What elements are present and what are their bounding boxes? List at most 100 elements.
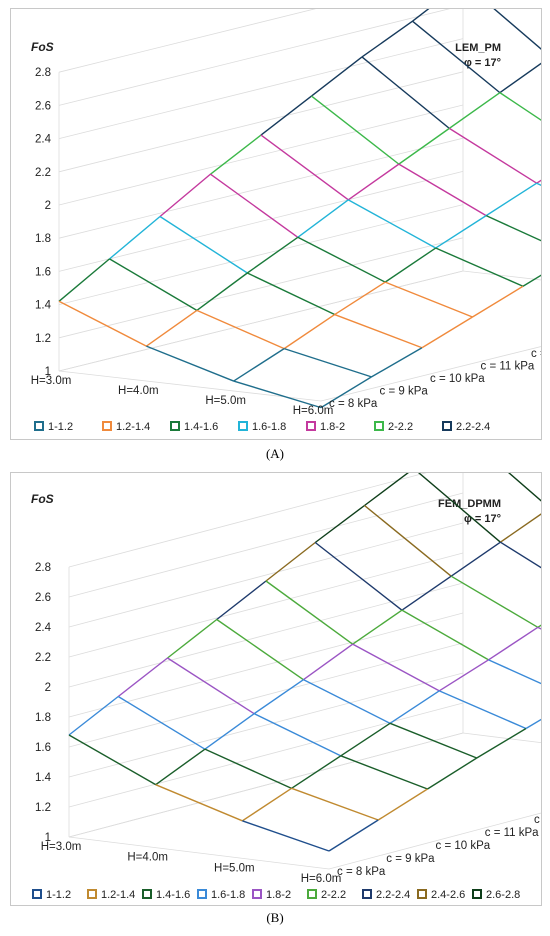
surface-edge xyxy=(384,247,437,283)
surface-edge xyxy=(247,272,335,316)
x-tick-label: H=5.0m xyxy=(214,862,255,874)
surface-edge xyxy=(265,541,316,582)
surface-edge xyxy=(421,316,473,349)
surface-edge xyxy=(361,20,413,58)
gridline xyxy=(68,522,464,628)
surface-edge xyxy=(328,819,379,852)
legend-label: 1-1.2 xyxy=(48,421,73,433)
surface-chart-fem: 1 1.2 1.4 1.6 1.8 2 2.2 2.4 2.6 2.8 FoS FEM_DPMM φ =… xyxy=(31,473,541,901)
y-tick-label: c = 11 kPa xyxy=(481,361,535,373)
legend-swatch xyxy=(170,421,180,431)
z-tick-label: 1.4 xyxy=(35,300,52,312)
surface-edge xyxy=(500,513,541,543)
gridline xyxy=(68,612,464,718)
x-tick-label: H=3.0m xyxy=(41,841,82,853)
surface-edge xyxy=(364,504,452,577)
surface-edge xyxy=(476,727,527,759)
legend-swatch xyxy=(87,889,97,899)
surface-edge xyxy=(450,541,501,577)
surface-edge xyxy=(283,313,336,350)
z-tick-label: 2.8 xyxy=(35,562,51,574)
surface-edge xyxy=(320,376,372,409)
legend: 1-1.2 1.2-1.4 1.4-1.6 1.6-1.8 1.8-2 2-2.2 2.2-… xyxy=(32,889,520,901)
surface-edge xyxy=(210,173,299,238)
surface-edge xyxy=(196,309,285,350)
gridline xyxy=(58,171,464,272)
legend-swatch xyxy=(417,889,427,899)
legend-swatch xyxy=(442,421,452,431)
surface-edge xyxy=(297,199,349,238)
surface-edge xyxy=(314,504,365,544)
surface-edge xyxy=(398,127,450,165)
surface-edge xyxy=(291,787,379,821)
gridline xyxy=(68,702,464,808)
legend-swatch xyxy=(374,421,384,431)
gridline xyxy=(58,137,464,239)
y-tick-label: c = 12 kPa xyxy=(531,348,541,360)
y-tick-label: c = 10 kPa xyxy=(430,373,485,385)
surface-edge xyxy=(311,56,363,97)
surface-edge xyxy=(401,575,452,611)
surface-edge xyxy=(291,755,342,789)
x-tick-label: H=4.0m xyxy=(118,385,159,397)
surface-edge xyxy=(303,643,354,681)
surface-edge xyxy=(155,784,243,822)
surface-edge xyxy=(314,541,403,611)
surface-edge xyxy=(435,247,524,287)
surface-edge xyxy=(253,713,342,757)
surface-edge xyxy=(488,659,541,685)
surface-edge xyxy=(58,300,147,347)
surface-edge xyxy=(499,62,541,94)
surface-edge xyxy=(303,679,391,724)
y-tick-label: c = 12 kPa xyxy=(534,814,541,826)
surface-edge xyxy=(340,722,391,757)
gridline xyxy=(68,552,464,658)
surface-edge xyxy=(159,215,248,274)
z-tick-label: 1 xyxy=(45,832,51,844)
z-tick-label: 2.4 xyxy=(35,134,52,146)
chart-title: LEM_PM xyxy=(455,42,501,54)
surface-edge xyxy=(311,95,400,165)
surface-edge xyxy=(352,643,440,692)
gridline xyxy=(58,104,464,206)
chart-subtitle: φ = 17° xyxy=(464,513,501,525)
surface-edge xyxy=(493,9,541,50)
surface-edge xyxy=(204,713,255,750)
z-tick-label: 2.2 xyxy=(35,652,51,664)
surface-edge xyxy=(283,347,372,378)
surface-edge xyxy=(233,348,285,382)
gridline xyxy=(58,237,464,339)
surface-edge xyxy=(117,657,168,698)
surface-edge xyxy=(485,182,538,217)
gridline xyxy=(68,672,464,778)
z-tick-label: 1.8 xyxy=(35,712,51,724)
legend-label: 1-1.2 xyxy=(46,889,71,901)
legend-label: 1.2-1.4 xyxy=(116,421,150,433)
surface-edge xyxy=(233,380,322,409)
z-tick-label: 2.4 xyxy=(35,622,52,634)
surface-edge xyxy=(109,258,198,312)
surface-mesh xyxy=(58,9,541,409)
surface-edge xyxy=(159,173,211,218)
legend-label: 1.2-1.4 xyxy=(101,889,135,901)
surface-edge xyxy=(384,281,473,318)
surface-edge xyxy=(334,313,423,349)
surface-edge xyxy=(167,657,255,715)
surface-edge xyxy=(242,820,330,852)
legend-label: 2.6-2.8 xyxy=(486,889,520,901)
gridline xyxy=(68,492,464,598)
surface-edge xyxy=(260,134,349,201)
z-tick-label: 2.6 xyxy=(35,100,51,112)
surface-edge xyxy=(340,755,428,790)
surface-edge xyxy=(58,258,110,302)
legend-swatch xyxy=(238,421,248,431)
z-tick-label: 1.8 xyxy=(35,233,51,245)
surface-edge xyxy=(145,309,198,347)
surface-edge xyxy=(448,127,538,184)
surface-edge xyxy=(246,236,299,274)
surface-edge xyxy=(155,748,206,786)
y-tick-label: c = 9 kPa xyxy=(380,386,429,398)
surface-edge xyxy=(68,734,157,786)
surface-edge xyxy=(297,236,386,283)
surface-edge xyxy=(412,9,430,22)
